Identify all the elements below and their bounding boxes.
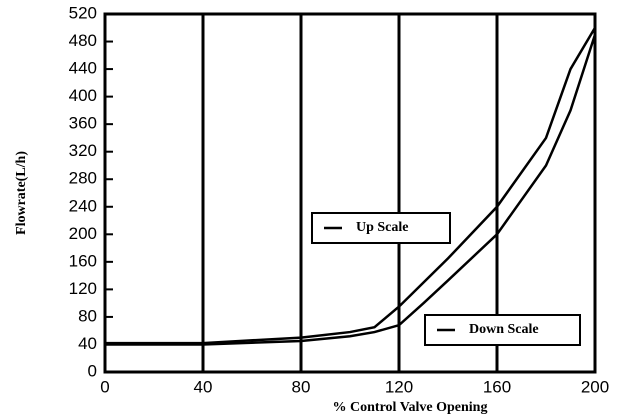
x-tick-label: 120 — [385, 377, 413, 396]
y-tick-label: 400 — [69, 86, 97, 105]
y-tick-label: 40 — [78, 334, 97, 353]
y-tick-label: 240 — [69, 196, 97, 215]
y-tick-label: 520 — [69, 3, 97, 22]
y-tick-label: 120 — [69, 279, 97, 298]
y-tick-label: 320 — [69, 141, 97, 160]
y-tick-label: 160 — [69, 251, 97, 270]
y-tick-label: 280 — [69, 169, 97, 188]
x-tick-label: 80 — [292, 377, 311, 396]
y-tick-label: 480 — [69, 31, 97, 50]
y-tick-label: 360 — [69, 114, 97, 133]
y-tick-label: 80 — [78, 306, 97, 325]
plot-frame — [103, 12, 597, 374]
x-tick-label: 0 — [100, 377, 109, 396]
x-tick-label: 40 — [194, 377, 213, 396]
y-tick-label: 200 — [69, 224, 97, 243]
x-tick-label: 200 — [581, 377, 609, 396]
y-axis-label: Flowrate(L/h) — [14, 151, 29, 235]
legend-label: Down Scale — [469, 322, 539, 337]
y-tick-label: 0 — [88, 361, 97, 380]
data-line — [105, 27, 597, 345]
y-tick-label: 440 — [69, 59, 97, 78]
x-axis-label: % Control Valve Opening — [333, 400, 488, 415]
legend-label: Up Scale — [356, 220, 409, 235]
x-tick-label: 160 — [483, 377, 511, 396]
data-line — [105, 34, 597, 346]
